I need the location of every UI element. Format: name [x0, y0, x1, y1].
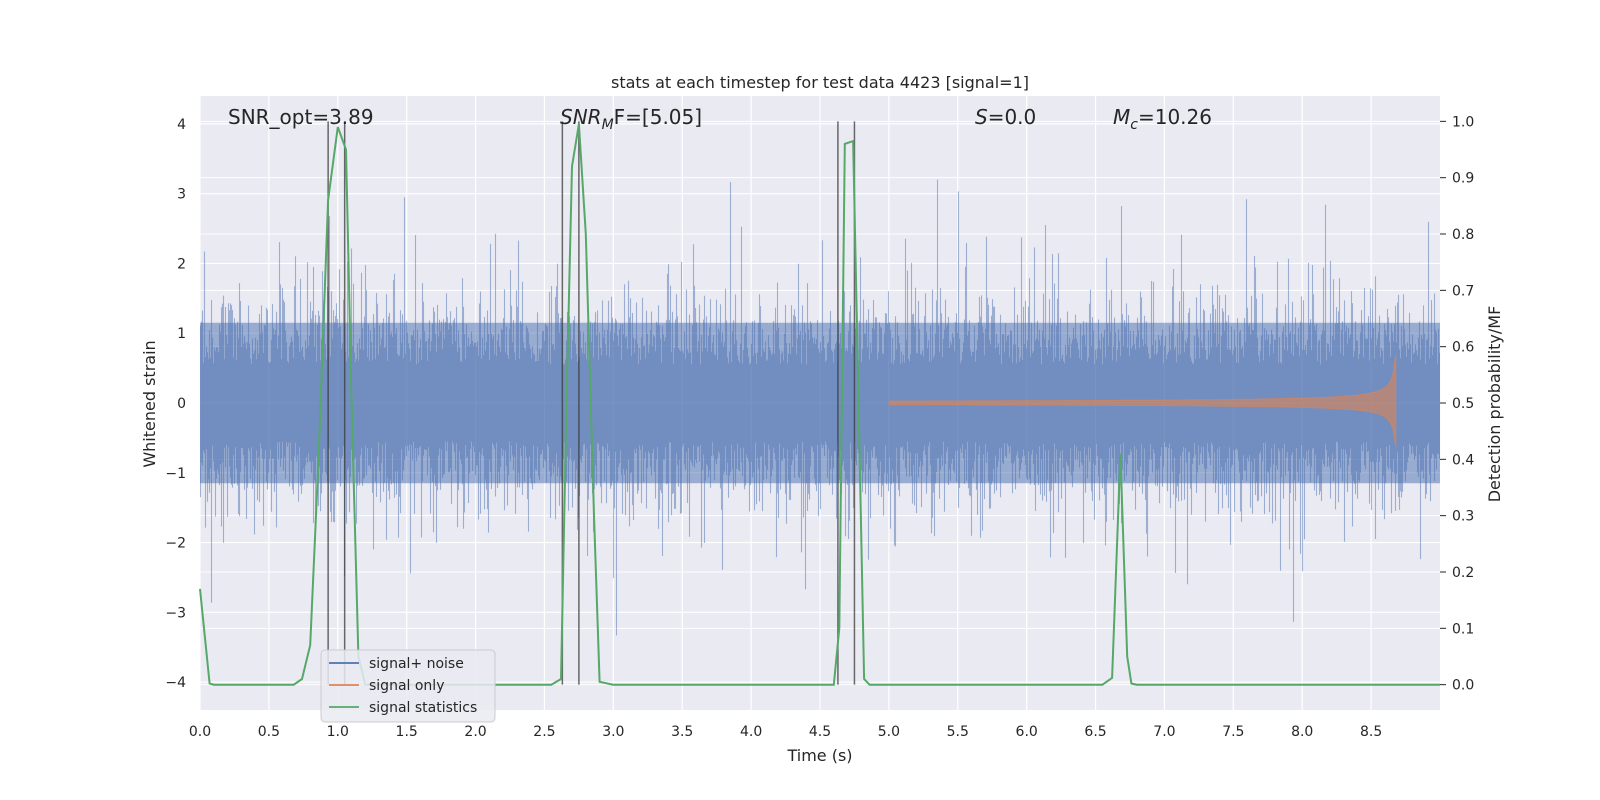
series-signal-only — [888, 354, 1397, 448]
y-left-tick-label-3: −1 — [165, 466, 186, 482]
legend-label-signal-noise: signal+ noise — [369, 656, 464, 672]
x-tick-label-11: 5.5 — [947, 724, 969, 740]
legend-label-signal-only: signal only — [369, 678, 444, 694]
annotation-mc-value: =10.26 — [1138, 105, 1212, 129]
chart-title: stats at each timestep for test data 442… — [611, 73, 1029, 92]
y-axis-left-ticks: −4 −3 −2 −1 0 1 2 3 4 — [165, 117, 186, 691]
y-right-tick-label-10: 1.0 — [1452, 114, 1474, 130]
y-left-tick-label-2: −2 — [165, 536, 186, 552]
x-tick-label-15: 7.5 — [1222, 724, 1244, 740]
annotation-mc-sub: c — [1130, 117, 1138, 133]
x-tick-label-12: 6.0 — [1016, 724, 1038, 740]
x-tick-label-2: 1.0 — [327, 724, 349, 740]
y-axis-left-label: Whitened strain — [140, 340, 159, 467]
y-right-tick-label-4: 0.4 — [1452, 452, 1474, 468]
statistics-line — [199, 124, 1440, 686]
y-left-tick-label-1: −3 — [165, 605, 186, 621]
y-right-tick-label-3: 0.3 — [1452, 509, 1474, 525]
x-tick-label-1: 0.5 — [258, 724, 280, 740]
y-left-tick-label-5: 1 — [177, 326, 186, 342]
x-tick-label-10: 5.0 — [878, 724, 900, 740]
annotation-snr-mf-base: SNR — [560, 105, 602, 129]
annotation-mc: Mc=10.26 — [1113, 105, 1212, 133]
annotation-s-symbol: S — [975, 105, 988, 129]
y-right-tick-label-0: 0.0 — [1452, 678, 1474, 694]
legend-box — [320, 649, 496, 723]
y-left-tick-label-6: 2 — [177, 256, 186, 272]
x-tick-label-17: 8.5 — [1360, 724, 1382, 740]
x-tick-label-7: 3.5 — [671, 724, 693, 740]
x-tick-label-3: 1.5 — [396, 724, 418, 740]
x-tick-label-9: 4.5 — [809, 724, 831, 740]
legend: signal+ noise signal only signal statist… — [320, 649, 496, 723]
legend-label-signal-statistics: signal statistics — [369, 700, 477, 716]
y-right-tick-label-6: 0.6 — [1452, 340, 1474, 356]
y-left-tick-label-0: −4 — [165, 675, 186, 691]
y-axis-right-ticks: 0.0 0.1 0.2 0.3 0.4 0.5 0.6 0.7 0.8 0.9 1.0 — [1440, 114, 1474, 694]
y-right-tick-label-1: 0.1 — [1452, 621, 1474, 637]
x-tick-label-14: 7.0 — [1153, 724, 1175, 740]
x-axis-ticks: 0.0 0.5 1.0 1.5 2.0 2.5 3.0 3.5 4.0 4.5 5.0 5.5 6.0 6… — [189, 724, 1382, 740]
y-right-tick-label-2: 0.2 — [1452, 565, 1474, 581]
x-tick-label-4: 2.0 — [464, 724, 486, 740]
y-right-tick-label-5: 0.5 — [1452, 396, 1474, 412]
x-tick-label-13: 6.5 — [1084, 724, 1106, 740]
annotation-s: S=0.0 — [975, 105, 1036, 129]
y-left-tick-label-4: 0 — [177, 396, 186, 412]
y-right-tick-label-9: 0.9 — [1452, 171, 1474, 187]
annotation-snr-opt: SNR_opt=3.89 — [228, 105, 374, 129]
x-tick-label-6: 3.0 — [602, 724, 624, 740]
x-tick-label-5: 2.5 — [533, 724, 555, 740]
y-left-tick-label-8: 4 — [177, 117, 186, 133]
chirp-envelope — [888, 354, 1397, 448]
y-left-tick-label-7: 3 — [177, 187, 186, 203]
annotation-snr-mf-rest: F=[5.05] — [614, 105, 702, 129]
annotation-snr-mf-sub: M — [602, 117, 614, 133]
x-tick-label-8: 4.0 — [740, 724, 762, 740]
annotation-snr-mf: SNRMF=[5.05] — [560, 105, 702, 133]
annotation-s-value: =0.0 — [988, 105, 1037, 129]
y-right-tick-label-7: 0.7 — [1452, 283, 1474, 299]
x-tick-label-0: 0.0 — [189, 724, 211, 740]
series-signal-statistics — [199, 124, 1440, 686]
x-tick-label-16: 8.0 — [1291, 724, 1313, 740]
y-axis-right-label: Detection probability/MF — [1485, 306, 1504, 503]
y-right-tick-label-8: 0.8 — [1452, 227, 1474, 243]
annotation-mc-base: M — [1113, 105, 1130, 129]
noise-spikes — [199, 179, 1441, 636]
x-axis-label: Time (s) — [786, 746, 852, 765]
